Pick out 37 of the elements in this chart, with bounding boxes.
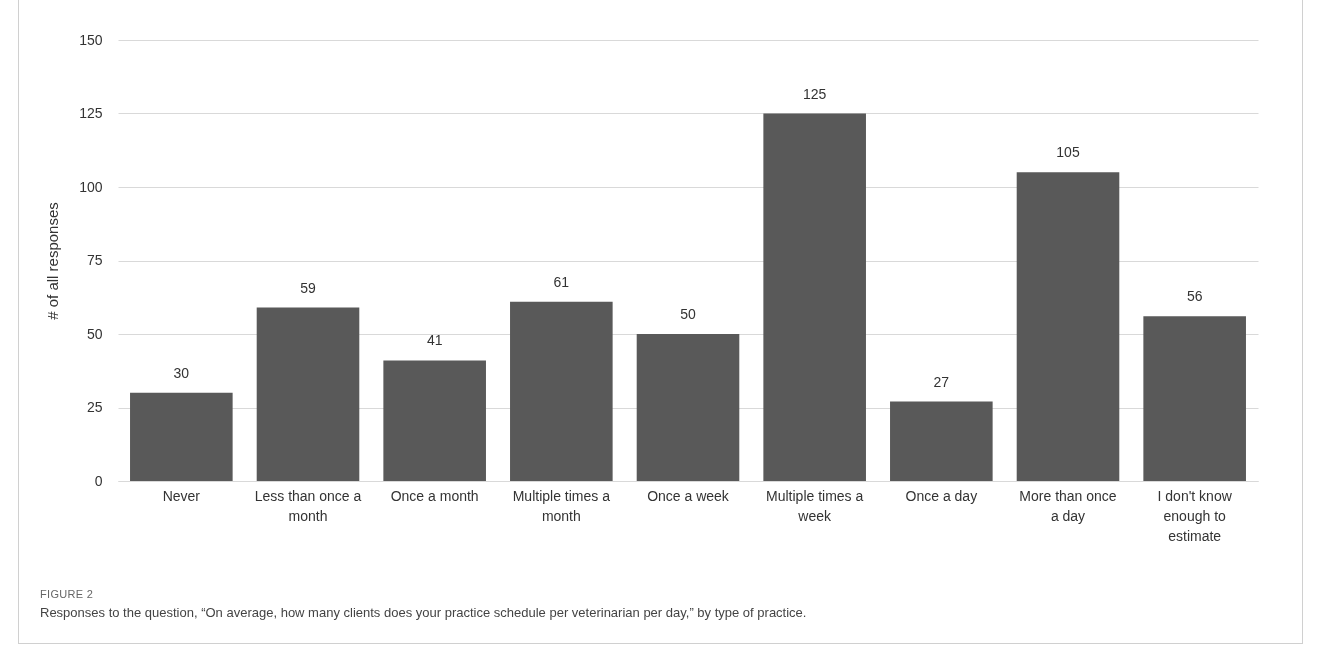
y-tick-label: 75 (86, 252, 103, 268)
text: Responses to the question, “On average, how many clients does your practice schedule per veterinarian per day,” by type of practice. (40, 605, 808, 620)
data-label: 59 (300, 279, 316, 296)
bar (1143, 316, 1246, 481)
x-tick-label: Once a day (905, 487, 978, 504)
x-tick-label: I don't know enough to estimate (1157, 487, 1233, 544)
x-tick-label: Once a week (647, 487, 730, 504)
data-label: 27 (933, 373, 950, 390)
bar (890, 401, 993, 481)
data-label: 61 (553, 273, 570, 290)
x-tick-label: Once a month (390, 487, 479, 504)
data-label: 105 (1056, 144, 1080, 161)
bar (636, 334, 740, 481)
bar (130, 392, 233, 481)
x-tick-label: More than once a day (1019, 487, 1117, 524)
y-tick-label: 50 (86, 325, 103, 342)
y-tick-label: 25 (86, 399, 103, 415)
data-label: 50 (680, 306, 696, 322)
data-label: 56 (1186, 288, 1203, 305)
x-tick-label: Multiple times a week (766, 487, 864, 524)
bar (383, 360, 486, 481)
x-tick-label: Multiple times a month (512, 487, 611, 524)
bar (1016, 172, 1120, 481)
bar (510, 301, 613, 481)
bar (763, 113, 866, 481)
y-tick-label: 0 (94, 472, 103, 489)
x-tick-label: Less than once a month (254, 487, 362, 524)
y-axis-title: # of all responses (44, 202, 62, 320)
y-tick-label: 125 (79, 105, 103, 121)
data-label: 41 (426, 332, 443, 349)
data-label: 30 (173, 364, 190, 381)
caption: FIGURE 2 (40, 588, 95, 600)
x-tick-label: Never (162, 487, 201, 504)
data-label: 125 (802, 85, 827, 102)
y-tick-label: 100 (79, 178, 103, 195)
y-tick-label: 150 (79, 31, 103, 48)
bar (256, 307, 360, 481)
